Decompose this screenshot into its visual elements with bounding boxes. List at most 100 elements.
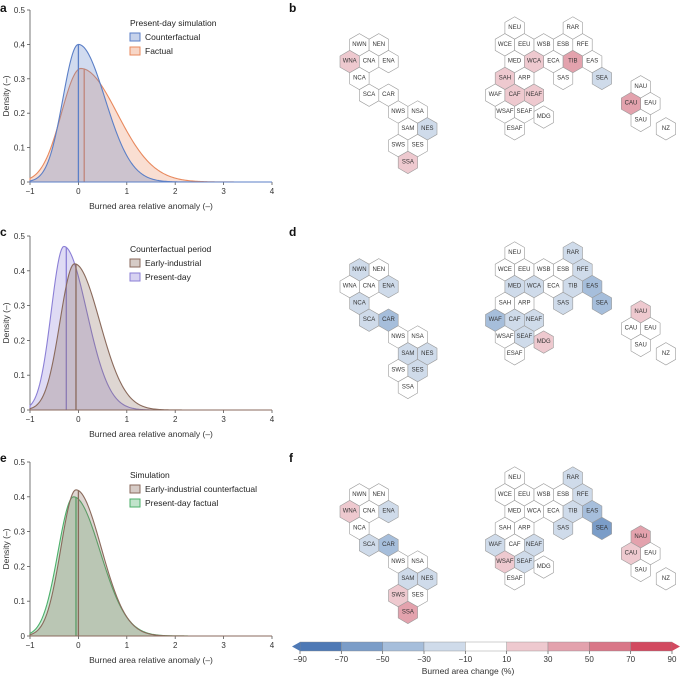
hex-label-SAU: SAU (635, 567, 647, 573)
legend-title: Counterfactual period (130, 244, 212, 254)
hex-map-b: NWN NEN WNA CNA ENA NCA SCA CAR NWS NSA SAM NES SWS S… (339, 16, 676, 174)
x-tick-label: 3 (221, 187, 226, 196)
hex-label-NAU: NAU (634, 84, 647, 90)
hex-label-ARP: ARP (518, 300, 530, 306)
hex-NZ (655, 342, 676, 366)
hex-label-WSB: WSB (537, 267, 551, 273)
hex-label-MED: MED (508, 284, 522, 290)
x-tick-label: 2 (173, 641, 178, 650)
hex-label-SAS: SAS (557, 75, 569, 81)
y-tick-label: 0.3 (14, 528, 26, 537)
hex-ENA (378, 275, 399, 299)
hex-label-SCA: SCA (363, 317, 375, 323)
legend-label: Present-day factual (145, 498, 218, 508)
hex-SSA (397, 150, 418, 174)
hex-label-ECA: ECA (547, 284, 559, 290)
hex-label-WAF: WAF (489, 317, 502, 323)
hex-label-SAM: SAM (401, 351, 414, 357)
y-tick-label: 0.3 (14, 302, 26, 311)
hex-label-EAU: EAU (644, 551, 656, 557)
colorbar-tick-label: −70 (335, 655, 349, 664)
hex-label-SAS: SAS (557, 300, 569, 306)
panel-label-a: a (0, 1, 7, 15)
hex-label-SEA: SEA (596, 75, 608, 81)
hex-label-NCA: NCA (353, 525, 366, 531)
x-tick-label: 0 (76, 415, 81, 424)
legend-swatch-factual (129, 46, 141, 56)
colorbar-tick-label: 10 (502, 655, 511, 664)
hex-label-NEAF: NEAF (526, 92, 542, 98)
colorbar-segment (547, 641, 590, 652)
hex-label-NEN: NEN (372, 267, 385, 273)
hex-NZ (655, 567, 676, 591)
colorbar-tick-label: 50 (585, 655, 594, 664)
hex-label-WSAF: WSAF (496, 559, 514, 565)
x-tick-label: 1 (125, 641, 130, 650)
hex-label-SCA: SCA (363, 542, 375, 548)
hex-SSA (397, 375, 418, 399)
hex-RAR (562, 466, 583, 490)
y-tick-label: 0.1 (14, 597, 26, 606)
hex-SAU (630, 333, 651, 357)
x-tick-label: 4 (270, 187, 275, 196)
hex-label-NWN: NWN (352, 42, 366, 48)
x-axis-label: Burned area relative anomaly (–) (89, 429, 213, 439)
hex-label-NAU: NAU (634, 534, 647, 540)
hex-label-SAH: SAH (499, 525, 511, 531)
hex-label-ENA: ENA (382, 284, 394, 290)
hex-label-EEU: EEU (518, 267, 530, 273)
hex-label-CAF: CAF (509, 317, 521, 323)
hex-label-SAM: SAM (401, 126, 414, 132)
colorbar-arrow-right (672, 642, 680, 651)
hex-label-NEAF: NEAF (526, 542, 542, 548)
hex-label-ENA: ENA (382, 59, 394, 65)
hex-SAU (630, 558, 651, 582)
legend-title: Present-day simulation (130, 18, 217, 28)
hex-label-WNA: WNA (343, 509, 357, 515)
x-tick-label: −1 (25, 415, 35, 424)
colorbar: −90 −70 −50 −30 −10 10 30 50 70 90 (292, 641, 680, 664)
hex-label-EAS: EAS (586, 509, 598, 515)
hex-label-ARP: ARP (518, 525, 530, 531)
colorbar-segment (506, 641, 549, 652)
hex-label-NWS: NWS (391, 109, 405, 115)
hex-ESAF (504, 567, 525, 591)
hex-label-RAR: RAR (566, 25, 579, 31)
hex-label-NZ: NZ (662, 576, 670, 582)
density-area-counterfactual (29, 43, 272, 183)
hex-label-SES: SES (412, 368, 424, 374)
hex-label-SEAF: SEAF (516, 109, 532, 115)
x-tick-label: 3 (221, 641, 226, 650)
hex-SEA (591, 291, 612, 315)
hex-label-CAU: CAU (625, 101, 638, 107)
colorbar-segment (423, 641, 466, 652)
hex-label-NZ: NZ (662, 126, 670, 132)
hex-label-CNA: CNA (363, 509, 376, 515)
y-tick-label: 0.3 (14, 75, 26, 84)
hex-label-EAU: EAU (644, 326, 656, 332)
hex-label-SAM: SAM (401, 576, 414, 582)
colorbar-tick-label: −50 (376, 655, 390, 664)
x-tick-label: 0 (76, 641, 81, 650)
colorbar-label: Burned area change (%) (422, 666, 515, 676)
hex-map-f: NWN NEN WNA CNA ENA NCA SCA CAR NWS NSA SAM NES SWS S… (339, 466, 676, 624)
y-tick-label: 0.4 (14, 493, 26, 502)
hex-label-SEA: SEA (596, 525, 608, 531)
hex-label-SEA: SEA (596, 300, 608, 306)
hex-ESAF (504, 342, 525, 366)
hex-label-TIB: TIB (568, 284, 577, 290)
legend-swatch-early_industrial (129, 258, 141, 268)
y-tick-label: 0 (21, 632, 26, 641)
y-axis-label: Density (–) (1, 302, 11, 343)
hex-label-SAH: SAH (499, 75, 511, 81)
hex-label-WSAF: WSAF (496, 109, 514, 115)
hex-label-CAR: CAR (382, 92, 395, 98)
hex-label-WSB: WSB (537, 492, 551, 498)
x-tick-label: 2 (173, 187, 178, 196)
hex-label-MDG: MDG (537, 114, 551, 120)
hex-label-NEN: NEN (372, 42, 385, 48)
hex-label-RAR: RAR (566, 475, 579, 481)
hex-label-ENA: ENA (382, 509, 394, 515)
